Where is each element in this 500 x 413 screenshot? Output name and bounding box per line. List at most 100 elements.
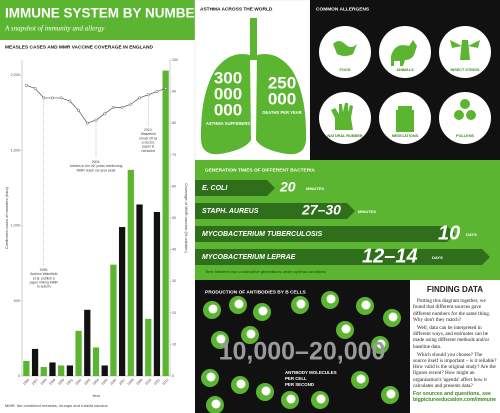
allergen-label: ANIMALS <box>396 68 414 72</box>
y2-tick-label: 50 <box>172 216 176 220</box>
generation-time: 12–14 <box>362 245 418 267</box>
coverage-point <box>138 96 141 100</box>
time-unit: DAYS <box>432 255 443 260</box>
title: IMMUNE SYSTEM BY NUMBERS <box>5 6 213 21</box>
bar <box>101 365 108 376</box>
x-tick-label: 2007 <box>118 378 126 386</box>
bar <box>92 347 100 376</box>
bar <box>118 227 126 376</box>
b-cell-core <box>356 374 366 384</box>
allergens-title: COMMON ALLERGENS <box>316 6 370 12</box>
allergen-icons: FOOD ANIMALS INSECT STINGS NATURAL RUBBER ME… <box>319 26 491 144</box>
sufferers: 300 <box>214 68 242 87</box>
trachea <box>250 18 257 60</box>
time-unit: MINUTES <box>306 186 324 191</box>
time-unit: MINUTES <box>358 209 376 214</box>
left-lung <box>200 54 251 155</box>
generation-time: 20 <box>279 179 296 195</box>
bar <box>127 169 134 376</box>
allergen-icon <box>333 41 357 56</box>
antibodies-value: 10,000–20,000 <box>219 338 386 366</box>
bar <box>136 204 143 376</box>
deaths: 000 <box>268 89 296 108</box>
bar <box>153 211 161 376</box>
y2-tick-label: 20 <box>172 311 176 315</box>
b-cell-core <box>296 299 306 309</box>
right-lung <box>256 54 307 155</box>
bacterium-name: E. COLI <box>202 185 228 192</box>
coverage-point <box>33 86 37 90</box>
annotation: struck off as <box>139 136 158 140</box>
paragraph: Which should you choose? The source itse… <box>413 351 497 389</box>
annotation: paper is <box>142 145 154 149</box>
annotation: a doctor; <box>142 140 155 144</box>
x-axis-label: Year <box>92 393 101 398</box>
b-cell-core <box>341 324 351 334</box>
bar <box>110 264 117 376</box>
y-tick-label: 1,500 <box>10 148 20 152</box>
bacteria-footnote: Time between two consecutive generations… <box>205 269 326 274</box>
y-tick-label: 0 <box>18 374 20 378</box>
y2-tick-label: 30 <box>172 279 176 283</box>
annotation: retracted <box>142 149 155 153</box>
x-tick-label: 1997 <box>31 378 39 386</box>
paragraph: Well, data can be interpreted in differe… <box>413 325 490 350</box>
chart: 0 500 1,000 1,500 2,000 0 10 20 30 40 50 60 70 80 90 10… <box>4 58 189 398</box>
y2-tick-label: 60 <box>172 184 176 188</box>
deaths-label: DEATHS PER YEAR <box>262 110 301 115</box>
arrow <box>195 203 355 219</box>
antibodies-label: ANTIBODY MOLECULES <box>285 370 337 375</box>
y2-tick-label: 70 <box>172 153 176 157</box>
arrow <box>195 249 490 265</box>
b-cell-core <box>326 294 336 304</box>
y-tick-label: 1,000 <box>10 224 20 228</box>
x-tick-label: 1998 <box>40 378 48 386</box>
antibodies-title: PRODUCTION OF ANTIBODIES BY B CELLS <box>205 289 307 295</box>
bacteria-rows: E. COLI 20 MINUTES STAPH. AUREUS 27–30 MINUTE… <box>195 179 490 267</box>
generation-time: 10 <box>438 222 460 244</box>
arrow <box>195 180 275 196</box>
annotation: et al. publish a <box>33 276 55 280</box>
y2-tick-label: 80 <box>172 121 176 125</box>
allergen-label: MEDICATIONS <box>392 134 419 138</box>
coverage-point <box>24 83 28 87</box>
annotation: to autism <box>37 285 51 289</box>
b-cells <box>201 291 401 413</box>
coverage-point <box>59 96 63 100</box>
subtitle: A snapshot of immunity and allergy <box>4 25 105 33</box>
b-cell-core <box>234 299 244 309</box>
b-cell-core <box>246 329 256 339</box>
bar <box>58 365 65 376</box>
b-cell-core <box>211 399 221 409</box>
annotation: paper linking MMR <box>30 280 59 284</box>
annotation: Articles in the UK press mentioning <box>70 164 123 168</box>
x-tick-label: 2009 <box>135 378 143 386</box>
asthma-title: ASTHMA ACROSS THE WORLD <box>200 6 273 12</box>
x-tick-label: 2004 <box>92 378 100 386</box>
annotation: Andrew Wakefield <box>30 272 57 276</box>
bar <box>162 70 169 377</box>
b-cell-core <box>376 339 386 349</box>
deaths: 250 <box>268 73 296 92</box>
x-tick-label: 2011 <box>153 378 161 386</box>
bacteria-title: GENERATION TIMES OF DIFFERENT BACTERIA <box>205 167 316 173</box>
coverage-line <box>26 84 166 124</box>
coverage-point <box>103 112 107 116</box>
allergen-circle <box>439 92 491 144</box>
allergen-icon <box>396 106 414 132</box>
bacterium-name: MYCOBACTERIUM TUBERCULOSIS <box>202 231 322 238</box>
x-tick-label: 1999 <box>48 378 56 386</box>
y2-axis-label: Coverage of MMR vaccine (% children) <box>184 183 189 253</box>
coverage-point <box>42 96 46 100</box>
allergen-icon <box>454 99 476 120</box>
x-tick-label: 2003 <box>83 378 91 386</box>
x-tick-label: 2008 <box>127 378 135 386</box>
title-bar <box>0 0 195 40</box>
coverage-point <box>164 86 168 90</box>
annotation: 2004: <box>92 160 101 164</box>
y-axis-label: Confirmed cases of measles (bars) <box>4 186 9 249</box>
sufferers-label: ASTHMA SUFFERERS <box>206 121 250 126</box>
generation-time: 27–30 <box>301 202 341 218</box>
coverage-point <box>94 118 98 122</box>
allergen-label: FOOD <box>340 68 351 72</box>
